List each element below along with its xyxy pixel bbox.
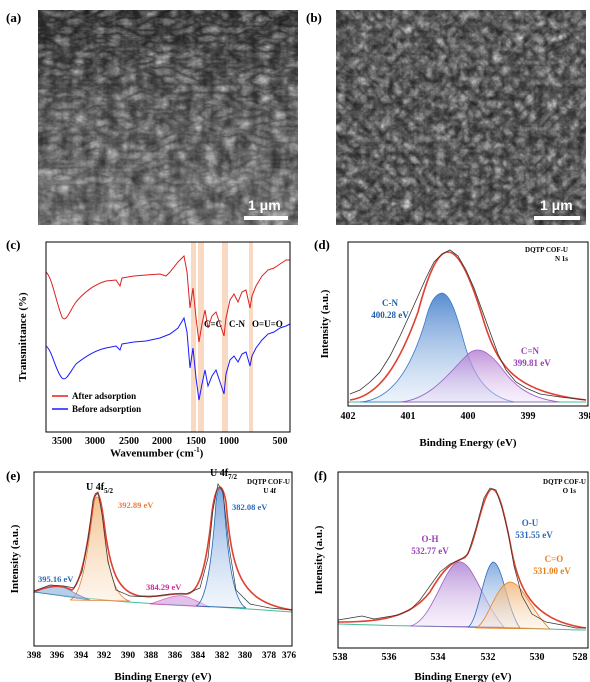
tick-e-382: 382 bbox=[215, 651, 230, 661]
peak-label-u4f72-sub: 7/2 bbox=[228, 473, 237, 481]
xps-u4f-chart: DQTP COF-U U 4f U 4f5/2 U 4f7/2 392.89 e… bbox=[0, 462, 300, 682]
value-384: 384.29 eV bbox=[146, 582, 182, 592]
tick-e-384: 384 bbox=[191, 651, 206, 661]
series-before-adsorption bbox=[46, 318, 290, 400]
tick-e-394: 394 bbox=[74, 651, 89, 661]
tick-f-534: 534 bbox=[431, 652, 446, 663]
label-cn: C-N bbox=[382, 298, 398, 308]
peak-label-ouo: O=U=O bbox=[252, 319, 283, 329]
ftir-chart: C=C C-N O=U=O After adsorption Before ad… bbox=[0, 232, 300, 452]
band-4 bbox=[249, 242, 253, 432]
value-oh: 532.77 eV bbox=[411, 546, 449, 556]
panel-a-label: (a) bbox=[6, 10, 21, 26]
label-ou: O-U bbox=[522, 518, 539, 528]
plot-frame-e bbox=[34, 472, 292, 646]
peak-label-u4f52-base: U 4f bbox=[86, 482, 105, 493]
tick-e-396: 396 bbox=[50, 651, 65, 661]
tick-f-530: 530 bbox=[530, 652, 545, 663]
tick-e-392: 392 bbox=[97, 651, 112, 661]
band-2 bbox=[198, 242, 204, 432]
tick-d-400: 400 bbox=[461, 411, 476, 422]
tick-f-536: 536 bbox=[382, 652, 397, 663]
scale-label-a: 1 μm bbox=[248, 197, 281, 213]
band-3 bbox=[222, 242, 228, 432]
xlabel-c-end: ) bbox=[200, 448, 204, 460]
tick-f-528: 528 bbox=[573, 652, 588, 663]
legend-label-after: After adsorption bbox=[72, 391, 136, 401]
value-ou: 531.55 eV bbox=[515, 530, 553, 540]
title-d-line2: N 1s bbox=[555, 255, 568, 263]
peak-label-u4f52: U 4f5/2 bbox=[86, 482, 114, 495]
tick-d-398: 398 bbox=[579, 411, 590, 422]
label-co: C=O bbox=[545, 554, 564, 564]
panel-b-label: (b) bbox=[306, 10, 322, 26]
title-e-line1: DQTP COF-U bbox=[247, 478, 290, 486]
ylabel-e: Intensity (a.u.) bbox=[9, 524, 21, 593]
band-1 bbox=[191, 242, 196, 432]
value-co: 531.00 eV bbox=[533, 566, 571, 576]
label-oh: O-H bbox=[422, 534, 439, 544]
xlabel-c-main: Wavenumber (cm bbox=[110, 448, 194, 460]
sem-image-a bbox=[38, 10, 298, 225]
xps-n1s-chart: DQTP COF-U N 1s C-N 400.28 eV C=N 399.81… bbox=[300, 232, 590, 464]
scale-bar-b bbox=[534, 216, 580, 220]
xlabel-c: Wavenumber (cm-1) bbox=[110, 446, 203, 460]
value-395: 395.16 eV bbox=[38, 574, 74, 584]
tick-c-3000: 3000 bbox=[85, 436, 105, 447]
ylabel-f: Intensity (a.u.) bbox=[313, 525, 325, 594]
sem-image-b bbox=[336, 10, 586, 225]
xlabel-e: Binding Energy (eV) bbox=[114, 671, 212, 682]
title-f-line1: DQTP COF-U bbox=[543, 478, 586, 486]
title-e-line2: U 4f bbox=[263, 487, 276, 495]
scale-label-b: 1 μm bbox=[540, 197, 573, 213]
tick-d-399: 399 bbox=[521, 411, 536, 422]
tick-e-376: 376 bbox=[282, 651, 297, 661]
label-cnd: C=N bbox=[521, 346, 540, 356]
tick-e-386: 386 bbox=[168, 651, 183, 661]
scale-bar-a bbox=[244, 216, 288, 220]
tick-c-3500: 3500 bbox=[52, 436, 72, 447]
peak-label-u4f72: U 4f7/2 bbox=[210, 468, 238, 481]
tick-c-500: 500 bbox=[273, 436, 288, 447]
value-cn: 400.28 eV bbox=[371, 310, 409, 320]
legend-label-before: Before adsorption bbox=[72, 404, 141, 414]
tick-e-398: 398 bbox=[27, 651, 42, 661]
xps-o1s-chart: DQTP COF-U O 1s O-H 532.77 eV O-U 531.55… bbox=[300, 462, 590, 682]
xlabel-f: Binding Energy (eV) bbox=[414, 671, 512, 682]
tick-f-532: 532 bbox=[481, 652, 496, 663]
tick-c-1000: 1000 bbox=[219, 436, 239, 447]
xlabel-d: Binding Energy (eV) bbox=[419, 437, 517, 449]
peak-label-u4f52-sub: 5/2 bbox=[104, 487, 113, 495]
tick-e-380: 380 bbox=[238, 651, 253, 661]
tick-f-538: 538 bbox=[333, 652, 348, 663]
tick-d-402: 402 bbox=[341, 411, 356, 422]
tick-e-390: 390 bbox=[121, 651, 136, 661]
tick-e-388: 388 bbox=[144, 651, 159, 661]
value-382: 382.08 eV bbox=[232, 502, 268, 512]
series-after-adsorption bbox=[46, 256, 290, 342]
ylabel-d: Intensity (a.u.) bbox=[319, 289, 331, 358]
tick-e-378: 378 bbox=[262, 651, 277, 661]
title-f-line2: O 1s bbox=[563, 487, 577, 495]
title-d-line1: DQTP COF-U bbox=[525, 246, 568, 254]
peak-label-cc: C=C bbox=[204, 319, 222, 329]
value-cnd: 399.81 eV bbox=[513, 358, 551, 368]
value-392: 392.89 eV bbox=[118, 500, 154, 510]
peak-label-u4f72-base: U 4f bbox=[210, 468, 229, 479]
tick-d-401: 401 bbox=[401, 411, 416, 422]
ylabel-c: Transmittance (%) bbox=[17, 292, 29, 382]
peak-label-cn: C-N bbox=[229, 319, 245, 329]
